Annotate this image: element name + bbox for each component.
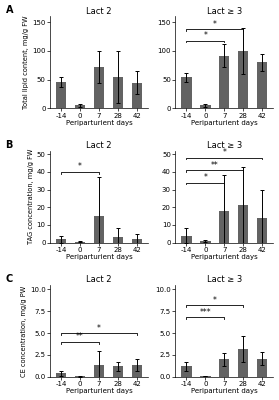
- Text: *: *: [203, 31, 207, 40]
- Title: Lact ≥ 3: Lact ≥ 3: [207, 275, 242, 284]
- Title: Lact 2: Lact 2: [86, 141, 112, 150]
- Bar: [113, 366, 123, 377]
- Text: B: B: [6, 140, 13, 150]
- X-axis label: Periparturient days: Periparturient days: [191, 120, 258, 126]
- Bar: [56, 373, 66, 377]
- Bar: [219, 359, 229, 377]
- Bar: [257, 218, 267, 243]
- Bar: [94, 67, 104, 108]
- Bar: [181, 366, 192, 377]
- Text: *: *: [213, 20, 217, 28]
- Bar: [200, 376, 211, 377]
- Text: *: *: [213, 296, 217, 304]
- X-axis label: Periparturient days: Periparturient days: [66, 120, 132, 126]
- Text: **: **: [211, 161, 219, 170]
- Bar: [75, 376, 85, 377]
- Title: Lact ≥ 3: Lact ≥ 3: [207, 7, 242, 16]
- Bar: [132, 365, 142, 377]
- Bar: [56, 239, 66, 243]
- X-axis label: Periparturient days: Periparturient days: [66, 254, 132, 260]
- Bar: [181, 236, 192, 243]
- X-axis label: Periparturient days: Periparturient days: [191, 254, 258, 260]
- Bar: [238, 349, 248, 377]
- Title: Lact 2: Lact 2: [86, 275, 112, 284]
- Text: A: A: [6, 5, 13, 15]
- Bar: [113, 77, 123, 108]
- Text: *: *: [97, 324, 101, 333]
- Bar: [238, 206, 248, 243]
- Bar: [75, 106, 85, 108]
- Bar: [113, 237, 123, 243]
- Bar: [56, 82, 66, 108]
- Bar: [181, 77, 192, 108]
- Bar: [257, 358, 267, 377]
- Bar: [200, 241, 211, 243]
- Bar: [238, 51, 248, 108]
- Title: Lact 2: Lact 2: [86, 7, 112, 16]
- Text: **: **: [76, 332, 84, 341]
- X-axis label: Periparturient days: Periparturient days: [191, 388, 258, 394]
- Bar: [132, 82, 142, 108]
- Text: ***: ***: [199, 308, 211, 317]
- Bar: [94, 216, 104, 243]
- Bar: [75, 242, 85, 243]
- Text: C: C: [6, 274, 13, 284]
- Title: Lact ≥ 3: Lact ≥ 3: [207, 141, 242, 150]
- Y-axis label: CE concentration, mg/g PW: CE concentration, mg/g PW: [21, 285, 27, 376]
- Bar: [200, 106, 211, 108]
- Bar: [257, 62, 267, 108]
- Bar: [219, 211, 229, 243]
- Y-axis label: Total lipid content, mg/g FW: Total lipid content, mg/g FW: [23, 16, 29, 109]
- Text: *: *: [203, 173, 207, 182]
- Y-axis label: TAG concentration, mg/g FW: TAG concentration, mg/g FW: [28, 149, 34, 244]
- Bar: [94, 365, 104, 377]
- Text: *: *: [222, 148, 226, 157]
- Bar: [132, 239, 142, 243]
- Text: *: *: [78, 162, 82, 172]
- Bar: [219, 56, 229, 108]
- X-axis label: Periparturient days: Periparturient days: [66, 388, 132, 394]
